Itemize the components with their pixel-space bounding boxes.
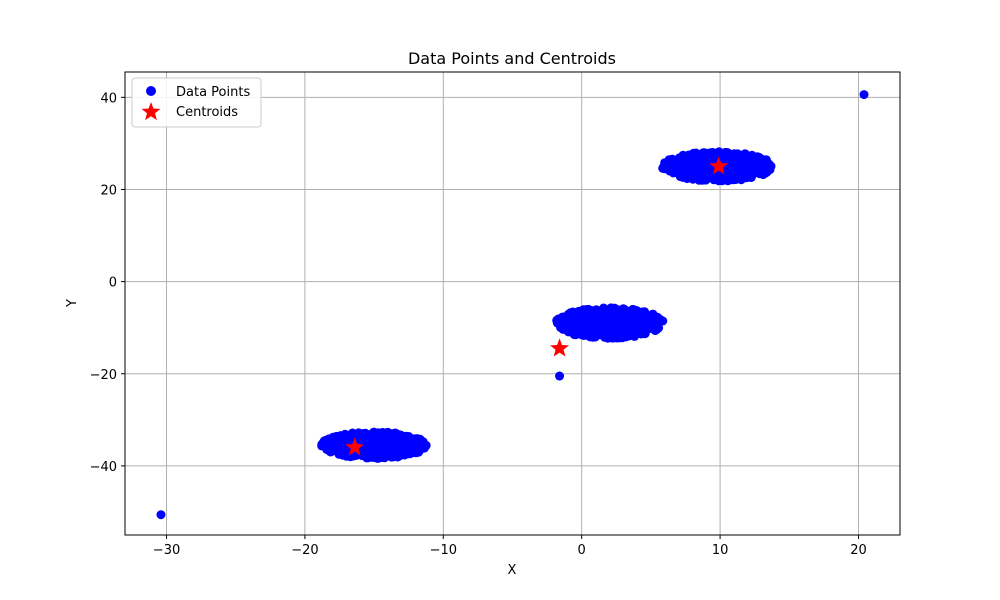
data-point — [665, 166, 675, 176]
x-tick-label: −20 — [291, 543, 318, 558]
data-point — [632, 306, 642, 316]
data-point — [394, 446, 404, 456]
x-tick-label: 20 — [850, 543, 867, 558]
x-tick-label: 10 — [712, 543, 729, 558]
data-point — [679, 169, 689, 179]
data-point — [725, 171, 735, 181]
data-point — [600, 322, 610, 332]
data-point — [391, 429, 401, 438]
y-tick-label: −20 — [90, 368, 117, 383]
data-point — [621, 321, 631, 331]
x-tick-label: −10 — [430, 543, 457, 558]
data-point — [585, 312, 595, 322]
plot-frame — [124, 71, 901, 536]
data-point — [588, 330, 598, 340]
data-point — [412, 438, 421, 448]
data-point — [693, 169, 703, 179]
data-point — [762, 165, 772, 175]
y-tick-label: 0 — [109, 276, 117, 291]
x-tick-label: 0 — [578, 543, 586, 558]
data-point — [363, 443, 372, 453]
data-point — [724, 163, 734, 173]
data-point — [578, 305, 588, 315]
data-point — [559, 312, 569, 322]
data-point — [697, 159, 707, 169]
data-point — [599, 304, 609, 314]
centroid-star — [709, 156, 729, 175]
data-point — [743, 163, 753, 173]
centroid-star — [345, 437, 365, 456]
data-layer — [156, 90, 869, 520]
data-point — [604, 313, 613, 323]
y-tick-label: −40 — [90, 460, 117, 475]
legend-data-points-marker — [146, 86, 156, 96]
data-point — [357, 431, 367, 440]
legend: Data Points Centroids — [131, 77, 262, 128]
data-point — [377, 448, 387, 458]
data-point — [753, 152, 763, 162]
legend-data-points-label: Data Points — [176, 85, 250, 100]
centroid-star — [550, 338, 570, 357]
x-axis-label: X — [508, 563, 517, 578]
data-point — [684, 150, 694, 160]
data-point — [640, 329, 650, 339]
data-point — [635, 319, 644, 329]
data-point — [365, 452, 375, 461]
data-point — [379, 428, 389, 438]
data-point — [606, 304, 616, 313]
data-point — [559, 324, 569, 334]
legend-box — [131, 77, 262, 128]
data-point — [611, 327, 621, 337]
data-point — [630, 331, 640, 341]
data-point — [577, 330, 587, 340]
data-point — [640, 307, 650, 317]
data-point-outlier — [555, 371, 565, 381]
data-point — [736, 174, 746, 184]
data-point — [739, 152, 749, 162]
x-tick-label: −30 — [153, 543, 180, 558]
data-point — [661, 158, 671, 168]
legend-centroids-marker — [141, 102, 161, 121]
data-point — [619, 304, 629, 314]
data-point — [568, 317, 578, 327]
chart-title: Data Points and Centroids — [408, 49, 616, 68]
y-axis-label: Y — [65, 299, 80, 308]
data-point — [687, 161, 697, 171]
data-point — [575, 317, 584, 327]
data-point — [626, 310, 635, 320]
data-point — [325, 444, 335, 454]
data-point — [317, 440, 327, 450]
data-point — [729, 149, 739, 159]
data-point — [697, 175, 707, 185]
tick-layer: −30 −20 −10 0 10 20 −40 −20 0 20 40 — [90, 91, 867, 558]
y-tick-label: 20 — [100, 183, 117, 198]
legend-centroids-label: Centroids — [176, 105, 238, 120]
grid-layer — [125, 72, 900, 535]
data-point-outlier — [156, 510, 166, 520]
data-point — [342, 431, 352, 441]
data-point — [704, 152, 714, 162]
data-point — [615, 314, 625, 324]
data-point-outlier — [859, 90, 869, 100]
data-point — [387, 447, 397, 457]
data-point — [644, 321, 654, 330]
y-tick-label: 40 — [100, 91, 117, 106]
data-point — [751, 166, 761, 176]
